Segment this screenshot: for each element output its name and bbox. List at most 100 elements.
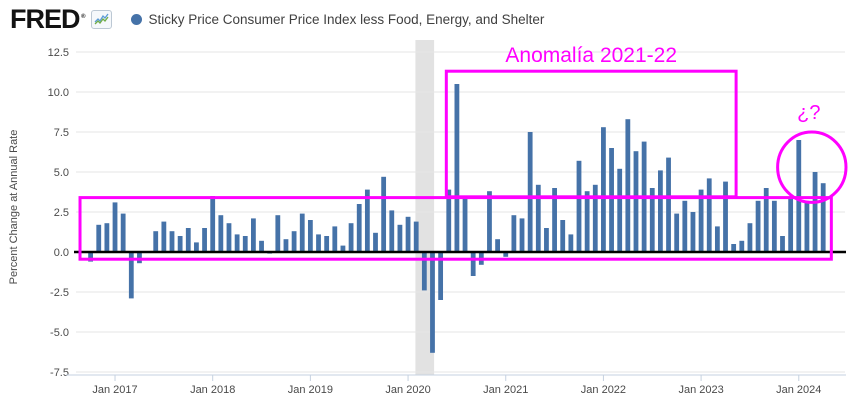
bar [747, 223, 753, 252]
registered-mark: ® [81, 14, 86, 20]
bar [470, 252, 476, 276]
bar [487, 191, 492, 252]
bar [544, 228, 549, 252]
bar [210, 196, 216, 252]
bar [576, 160, 582, 252]
bar [788, 197, 794, 252]
bar [413, 221, 419, 252]
bar [128, 252, 134, 299]
x-tick-label: Jan 2020 [385, 384, 430, 396]
bar [340, 245, 346, 252]
fred-logo: FRED ® [10, 5, 86, 33]
bar [812, 172, 818, 252]
bar [804, 200, 810, 252]
bar [633, 151, 639, 252]
y-tick-label: 7.5 [54, 127, 69, 139]
bar [234, 234, 240, 252]
bar [446, 189, 452, 252]
question-label: ¿? [797, 102, 820, 124]
x-tick-label: Jan 2022 [581, 384, 626, 396]
bar [88, 252, 93, 262]
y-axis-title: Percent Change at Annual Rate [8, 130, 20, 285]
bar [519, 218, 525, 252]
chart-header: FRED ® Sticky Price Consumer Price Index … [10, 4, 544, 34]
gridlines [76, 51, 845, 373]
recession-band-group [415, 40, 435, 375]
y-tick-label: -2.5 [50, 287, 69, 299]
bar [356, 204, 362, 252]
bar [690, 212, 696, 252]
x-tick-label: Jan 2023 [678, 384, 723, 396]
bar [405, 216, 411, 252]
bar [324, 236, 330, 252]
bar [625, 119, 631, 252]
bar [763, 188, 769, 252]
y-axis-labels: 12.5 10.0 7.5 5.0 2.5 0.0 -2.5 -5.0 -7.5 [48, 47, 69, 379]
bar [739, 240, 745, 252]
bar [706, 178, 712, 252]
bar [503, 252, 509, 257]
y-tick-label: 0.0 [54, 247, 69, 259]
y-tick-label: 12.5 [48, 47, 69, 59]
bar [495, 239, 500, 252]
bar [104, 223, 110, 252]
bar [780, 236, 785, 252]
bar [609, 148, 614, 252]
bar [601, 127, 606, 252]
y-tick-label: 10.0 [48, 87, 69, 99]
bar [275, 215, 281, 252]
bar [137, 252, 142, 264]
y-tick-label: -7.5 [50, 367, 69, 379]
x-tick-label: Jan 2018 [190, 384, 235, 396]
bar [560, 220, 566, 252]
bar [389, 210, 395, 252]
bar [194, 242, 199, 252]
bar [430, 252, 435, 353]
y-tick-label: -5.0 [50, 327, 69, 339]
bar [348, 223, 354, 252]
bar [381, 176, 387, 252]
bar [226, 223, 232, 252]
anomaly-box [444, 69, 738, 199]
bar [397, 224, 403, 252]
bar [820, 183, 826, 252]
question-circle [776, 130, 848, 204]
bars [88, 84, 826, 353]
bar [364, 189, 370, 252]
bar [698, 189, 704, 252]
bar [674, 213, 680, 252]
bar [251, 218, 256, 252]
bar [527, 132, 533, 252]
bar [723, 181, 728, 252]
bar [332, 226, 338, 252]
bar [242, 236, 248, 252]
bar [307, 220, 313, 252]
x-tick-label: Jan 2019 [288, 384, 333, 396]
bar [373, 232, 378, 252]
bar [218, 215, 224, 252]
fred-sparkline-icon [90, 9, 112, 29]
bar [259, 240, 264, 252]
bar [682, 200, 688, 252]
bar [666, 157, 671, 252]
series-legend-dot [130, 13, 142, 25]
y-tick-label: 2.5 [54, 207, 69, 219]
bar [714, 226, 720, 252]
bar [771, 200, 777, 252]
bar [592, 184, 598, 252]
bar [169, 231, 175, 252]
x-axis: Jan 2017 Jan 2018 Jan 2019 Jan 2020 Jan 2021… [66, 374, 846, 396]
bar [291, 231, 297, 252]
bar [299, 213, 305, 252]
bar [112, 202, 118, 252]
y-tick-label: 5.0 [54, 167, 69, 179]
bar [649, 188, 655, 252]
bar [202, 228, 207, 252]
bar [153, 231, 159, 252]
bar [658, 170, 663, 252]
bar [568, 234, 574, 252]
bar [617, 168, 623, 252]
bar [731, 244, 737, 252]
